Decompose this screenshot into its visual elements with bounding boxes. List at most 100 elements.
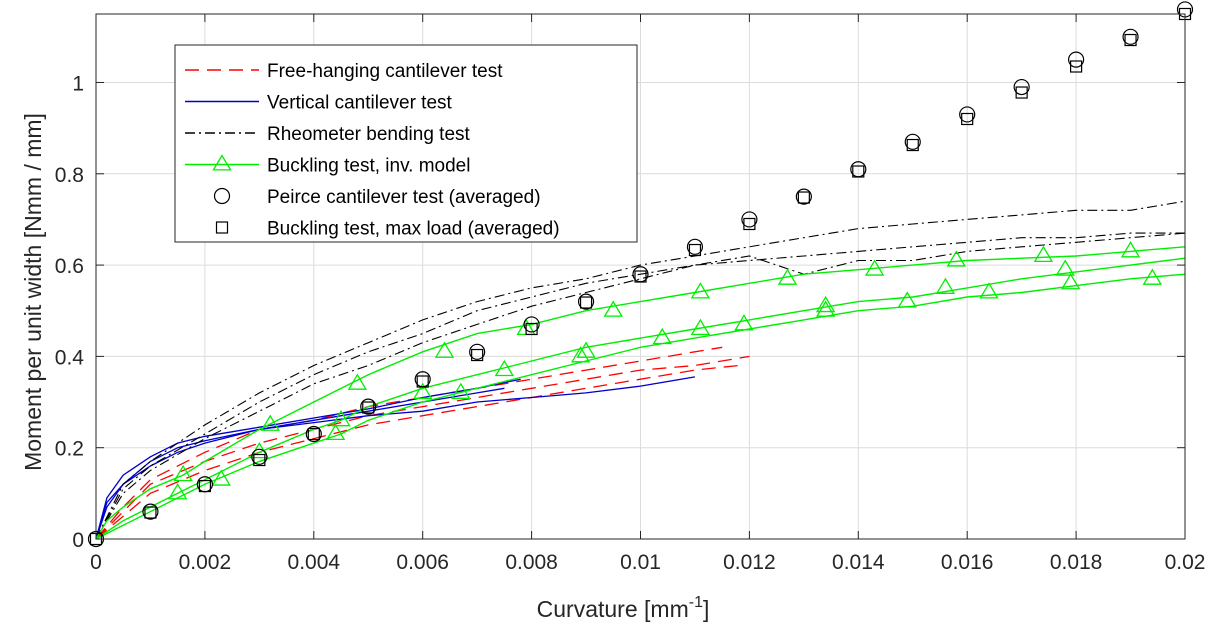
triangle-marker <box>494 359 515 377</box>
triangle-marker <box>173 464 193 482</box>
x-tick-label: 0.012 <box>723 551 776 574</box>
circle-marker <box>360 398 377 415</box>
legend-swatch-square <box>215 221 229 234</box>
x-axis-title-main: Curvature [mm <box>537 596 689 622</box>
series-line-rheometer <box>95 200 1186 540</box>
series-line-rheometer <box>95 232 1186 540</box>
triangle-marker <box>413 382 433 399</box>
square-marker <box>362 401 375 414</box>
triangle-marker <box>897 291 917 308</box>
x-tick-label: 0.014 <box>832 551 885 574</box>
series-line-buckling-inv <box>95 257 1186 540</box>
y-tick-label: 0.2 <box>55 438 84 461</box>
legend-item: Rheometer bending test <box>185 124 471 145</box>
y-axis-title: Moment per unit width [Nmm / mm] <box>20 113 46 471</box>
legend-item: Free-hanging cantilever test <box>185 61 503 82</box>
legend-label: Rheometer bending test <box>267 124 471 145</box>
legend-swatch-triangle <box>212 154 232 171</box>
square-marker <box>634 270 647 283</box>
axis-ticks: 0 0.002 0.004 0.006 0.008 0.01 0.012 0.014 0.016… <box>55 14 1206 574</box>
circle-marker <box>142 503 159 520</box>
square-marker <box>1069 60 1083 73</box>
y-tick-label: 0.8 <box>55 164 84 187</box>
x-tick-label: 0.018 <box>1050 551 1103 574</box>
circle-marker <box>577 293 595 310</box>
triangle-marker <box>347 373 368 390</box>
square-marker <box>688 243 702 257</box>
x-tick-label: 0.01 <box>620 551 661 574</box>
legend-box <box>174 44 638 243</box>
square-marker <box>1015 86 1028 99</box>
y-tick-label: 0 <box>72 529 84 552</box>
triangle-marker <box>451 382 471 399</box>
legend-swatch-circle <box>213 187 231 205</box>
x-tick-label: 0.008 <box>505 551 558 574</box>
legend-item: Buckling test, inv. model <box>185 154 470 177</box>
circle-marker <box>904 133 921 150</box>
triangle-marker <box>1033 245 1054 263</box>
triangle-marker <box>1120 241 1141 258</box>
plot-series <box>95 200 1186 540</box>
series-line-vertical <box>95 378 521 540</box>
triangle-marker <box>777 268 798 285</box>
square-marker <box>253 453 266 467</box>
triangle-marker <box>167 483 188 500</box>
square-marker <box>743 217 756 231</box>
legend-item: Buckling test, max load (averaged) <box>215 219 560 240</box>
triangle-marker <box>734 314 754 331</box>
triangle-marker <box>652 327 672 345</box>
triangle-marker <box>331 410 351 427</box>
legend-label: Peirce cantilever test (averaged) <box>267 187 541 208</box>
triangle-marker <box>946 250 967 267</box>
triangle-marker <box>815 295 836 313</box>
triangle-marker <box>1060 273 1081 290</box>
square-marker <box>525 322 538 336</box>
series-line-buckling-inv <box>95 246 1186 540</box>
circle-marker <box>1013 78 1030 96</box>
legend-label: Buckling test, max load (averaged) <box>267 219 560 240</box>
plot-markers <box>87 1 1194 548</box>
x-tick-label: 0.002 <box>179 551 232 574</box>
square-marker <box>307 427 320 441</box>
triangle-marker <box>1055 259 1075 276</box>
triangle-marker <box>815 300 836 317</box>
square-marker <box>198 479 211 493</box>
square-marker <box>144 506 157 519</box>
series-line-free-hanging <box>95 346 723 540</box>
x-axis-title-sup: -1 <box>689 594 703 611</box>
x-tick-label: 0.006 <box>396 551 449 574</box>
legend-label: Vertical cantilever test <box>267 93 453 114</box>
square-marker <box>1124 33 1137 47</box>
x-tick-label: 0.02 <box>1165 551 1206 574</box>
circle-marker <box>686 238 704 255</box>
square-marker <box>416 375 429 388</box>
legend-label: Free-hanging cantilever test <box>267 61 503 82</box>
x-tick-label: 0 <box>90 551 102 574</box>
y-tick-label: 1 <box>72 72 84 95</box>
triangle-marker <box>690 282 711 299</box>
circle-marker <box>1122 28 1139 45</box>
y-tick-label: 0.4 <box>55 346 85 369</box>
series-line-rheometer <box>95 232 1185 540</box>
square-marker <box>852 165 865 178</box>
circle-marker <box>1067 51 1085 68</box>
triangle-marker <box>1142 268 1163 285</box>
legend-label: Buckling test, inv. model <box>267 156 470 177</box>
triangle-marker <box>570 346 591 363</box>
legend: Free-hanging cantilever test Vertical can… <box>174 44 638 243</box>
x-tick-label: 0.004 <box>288 551 341 574</box>
square-marker <box>471 348 484 362</box>
triangle-marker <box>864 259 885 276</box>
circle-marker <box>795 188 812 205</box>
triangle-marker <box>211 469 231 486</box>
circle-marker <box>741 211 758 228</box>
circle-marker <box>959 106 976 123</box>
x-tick-label: 0.016 <box>941 551 994 574</box>
square-marker <box>797 191 810 204</box>
legend-item: Peirce cantilever test (averaged) <box>213 187 541 208</box>
triangle-marker <box>935 277 956 294</box>
y-tick-label: 0.6 <box>55 255 84 278</box>
x-axis-title: Curvature [mm-1] <box>537 594 710 622</box>
triangle-marker <box>325 423 346 441</box>
